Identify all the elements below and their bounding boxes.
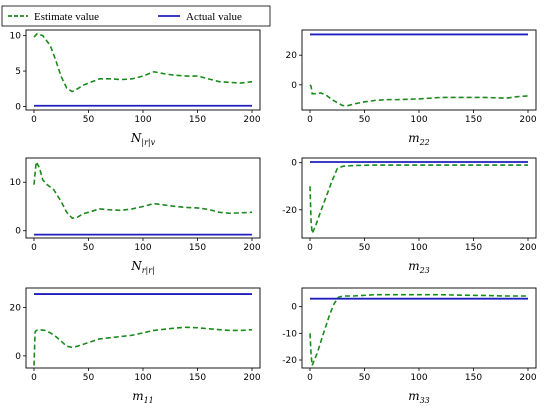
x-axis-label-subscript: r|r| (142, 266, 155, 275)
x-tick-label: 100 (134, 115, 151, 125)
estimate-line-m11 (33, 326, 253, 366)
x-axis-label-m11: m11 (132, 389, 154, 405)
x-axis-label-main: m (408, 131, 419, 145)
x-tick-label: 0 (307, 373, 313, 383)
x-tick-label: 150 (465, 243, 482, 253)
x-tick-label: 100 (134, 243, 151, 253)
x-axis-label-subscript: 22 (419, 138, 430, 147)
estimate-line-m22 (309, 84, 529, 107)
subplot-m33: 0 50 100 150 200 0 -10 -20 m33 (282, 287, 537, 405)
x-axis-label-m33: m33 (408, 389, 430, 405)
y-tick-label: -10 (282, 329, 297, 339)
y-tick-label: 10 (10, 32, 22, 42)
estimate-line-N_r_r (33, 159, 253, 219)
subplot-m22: 0 50 100 150 200 0 20 m22 (286, 29, 537, 147)
legend-estimate-label: Estimate value (34, 11, 99, 23)
x-tick-label: 100 (410, 373, 427, 383)
y-tick-label: 0 (15, 352, 21, 362)
x-axis-label-main: m (408, 389, 419, 403)
y-tick-label: 5 (15, 67, 21, 77)
x-axis-label-N_r_v: N|r|v (130, 131, 156, 147)
estimate-line-m23 (309, 164, 528, 237)
axes-frame-m11 (25, 287, 261, 369)
y-tick-label: 20 (10, 303, 22, 313)
x-axis-label-subscript: 23 (419, 266, 430, 275)
legend-actual-label: Actual value (186, 11, 242, 23)
x-tick-label: 200 (519, 373, 536, 383)
axes-frame-N_r_r (25, 157, 261, 239)
y-tick-label: 0 (291, 303, 297, 313)
x-axis-label-subscript: |r|v (141, 138, 155, 147)
x-axis-label-N_r_r: Nr|r| (130, 259, 155, 275)
y-tick-label: -20 (282, 356, 297, 366)
x-tick-label: 50 (83, 115, 95, 125)
y-tick-label: 0 (291, 81, 297, 91)
x-axis-label-subscript: 33 (420, 396, 430, 405)
x-tick-label: 200 (243, 243, 260, 253)
y-tick-label: -20 (282, 206, 297, 216)
subplot-N_r_v: 0 50 100 150 200 0 5 10 N|r|v (10, 29, 261, 147)
axes-frame-N_r_v (25, 29, 261, 111)
x-axis-label-m22: m22 (408, 131, 430, 147)
x-tick-label: 50 (83, 243, 95, 253)
x-tick-label: 150 (189, 373, 206, 383)
x-tick-label: 50 (83, 373, 95, 383)
estimate-line-N_r_v (33, 32, 253, 93)
x-tick-label: 0 (31, 115, 37, 125)
x-axis-label-m23: m23 (408, 259, 430, 275)
x-axis-label-main: m (132, 389, 143, 403)
x-tick-label: 50 (359, 243, 371, 253)
x-tick-label: 200 (243, 373, 260, 383)
subplot-m11: 0 50 100 150 200 0 20 m11 (10, 287, 261, 405)
x-axis-label-main: N (130, 131, 142, 145)
x-tick-label: 50 (359, 373, 371, 383)
subplot-m23: 0 50 100 150 200 0 -20 m23 (282, 157, 537, 275)
x-tick-label: 50 (359, 115, 371, 125)
x-tick-label: 150 (189, 243, 206, 253)
x-tick-label: 0 (307, 115, 313, 125)
estimate-line-m33 (309, 293, 528, 366)
x-axis-label-main: N (130, 259, 142, 273)
x-tick-label: 150 (189, 115, 206, 125)
y-tick-label: 0 (291, 159, 297, 169)
x-tick-label: 0 (31, 243, 37, 253)
x-tick-label: 200 (519, 115, 536, 125)
x-tick-label: 0 (31, 373, 37, 383)
x-axis-label-main: m (408, 259, 419, 273)
x-tick-label: 0 (307, 243, 313, 253)
x-tick-label: 100 (410, 243, 427, 253)
x-tick-label: 100 (134, 373, 151, 383)
x-tick-label: 150 (465, 115, 482, 125)
x-tick-label: 150 (465, 373, 482, 383)
x-tick-label: 200 (519, 243, 536, 253)
legend-box (1, 5, 271, 27)
x-tick-label: 100 (410, 115, 427, 125)
axes-frame-m33 (301, 287, 537, 369)
y-tick-label: 10 (10, 178, 22, 188)
y-tick-label: 0 (15, 227, 21, 237)
y-tick-label: 0 (15, 102, 21, 112)
x-axis-label-subscript: 11 (144, 396, 154, 405)
legend: Estimate value Actual value (1, 5, 271, 27)
x-tick-label: 200 (243, 115, 260, 125)
y-tick-label: 20 (286, 51, 298, 61)
subplot-N_r_r: 0 50 100 150 200 0 10 Nr|r| (10, 157, 261, 275)
